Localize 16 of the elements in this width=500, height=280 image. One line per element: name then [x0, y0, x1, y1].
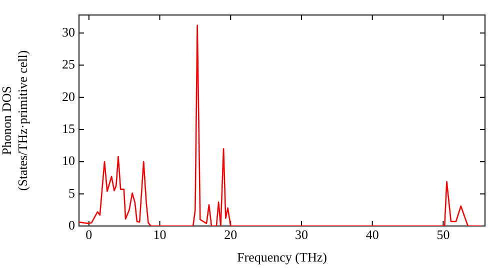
- y-tick-label: 0: [68, 217, 75, 232]
- y-tick-label: 5: [68, 185, 75, 200]
- x-tick-label: 20: [224, 227, 238, 242]
- y-tick-label: 30: [62, 24, 75, 40]
- x-tick-label: 50: [436, 227, 450, 242]
- y-tick-label: 15: [62, 120, 75, 136]
- y-tick-label: 20: [62, 88, 75, 104]
- x-tick-label: 40: [366, 227, 379, 242]
- x-tick-label: 10: [153, 227, 166, 242]
- y-tick-label: 25: [62, 56, 75, 72]
- y-axis-title: Phonon DOS (States/THz·primitive cell): [0, 50, 30, 191]
- x-tick-label: 0: [86, 227, 92, 242]
- x-axis-title: Frequency (THz): [237, 250, 327, 265]
- line-series: [79, 24, 482, 226]
- x-tick-label: 30: [294, 227, 308, 242]
- y-tick-label: 10: [62, 153, 75, 168]
